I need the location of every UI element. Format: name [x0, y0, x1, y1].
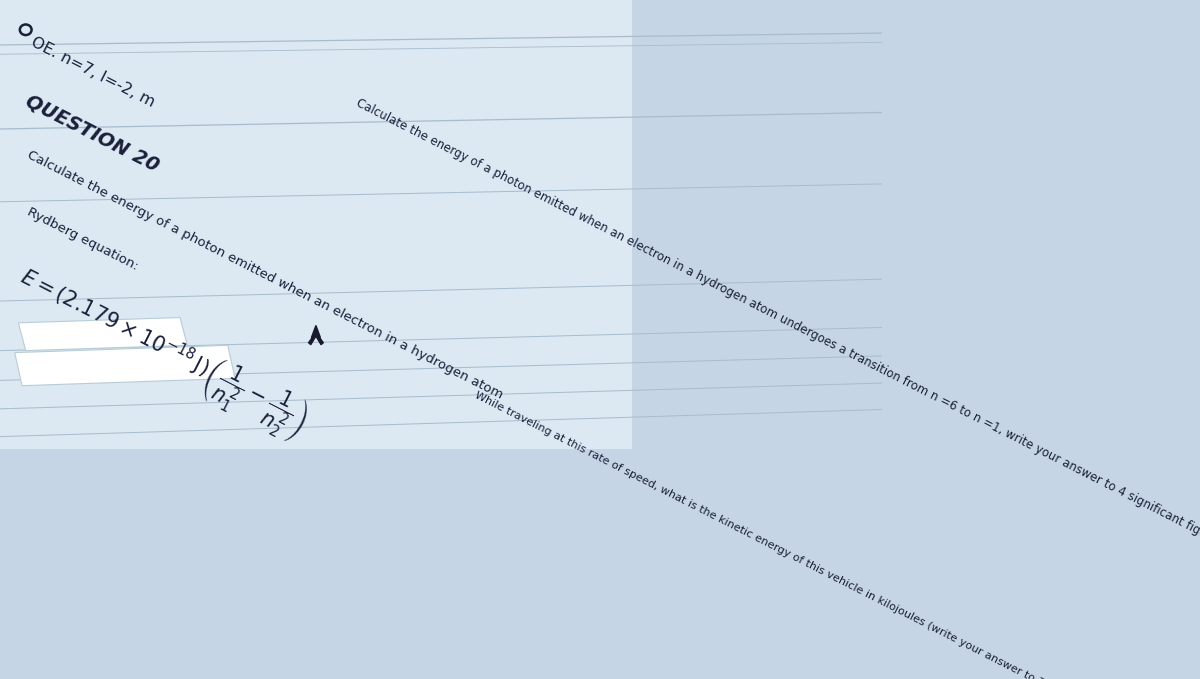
Text: OE. n=7, l=-2, m: OE. n=7, l=-2, m [29, 35, 157, 110]
Text: Calculate the energy of a photon emitted when an electron in a hydrogen atom: Calculate the energy of a photon emitted… [25, 149, 505, 402]
Text: Calculate the energy of a photon emitted when an electron in a hydrogen atom und: Calculate the energy of a photon emitted… [354, 96, 1200, 550]
Polygon shape [18, 318, 187, 350]
Polygon shape [14, 346, 235, 386]
Text: $E = (2.179 \times 10^{-18}\,\mathrm{J})\left(\dfrac{1}{n_1^{\,2}} - \dfrac{1}{n: $E = (2.179 \times 10^{-18}\,\mathrm{J})… [7, 258, 314, 449]
Text: QUESTION 20: QUESTION 20 [23, 91, 162, 175]
Text: While traveling at this rate of speed, what is the kinetic energy of this vehicl: While traveling at this rate of speed, w… [473, 390, 1045, 679]
Text: Rydberg equation:: Rydberg equation: [25, 205, 140, 272]
Polygon shape [308, 325, 323, 345]
Polygon shape [0, 0, 632, 449]
